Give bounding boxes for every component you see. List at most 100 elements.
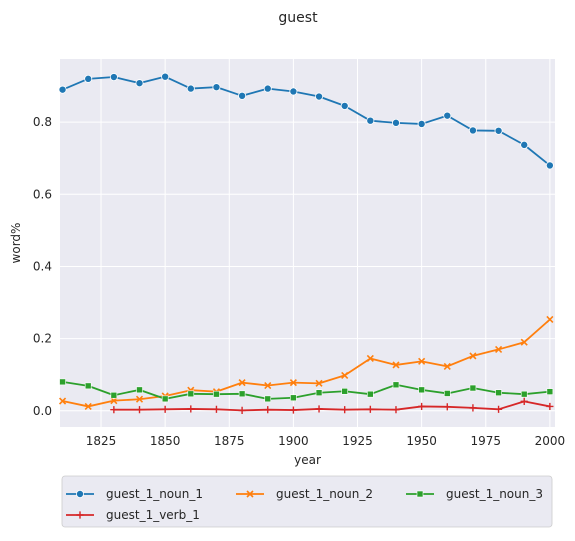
data-point xyxy=(367,390,374,398)
y-tick-label: 0.0 xyxy=(33,404,52,418)
data-point xyxy=(110,406,118,414)
x-tick-label: 1825 xyxy=(86,434,117,448)
data-point xyxy=(213,390,220,398)
y-tick-label: 0.8 xyxy=(33,115,52,129)
data-point xyxy=(59,378,66,386)
data-point xyxy=(392,381,400,389)
data-point xyxy=(469,384,477,392)
legend-marker xyxy=(76,511,84,519)
data-point xyxy=(366,405,374,413)
y-tick-label: 0.2 xyxy=(33,332,52,346)
plot-area xyxy=(60,59,555,427)
data-point xyxy=(392,361,400,369)
legend-label: guest_1_noun_2 xyxy=(276,487,373,501)
data-point xyxy=(238,379,246,387)
series-guest_1_noun_3 xyxy=(59,378,554,403)
y-tick-labels: 0.0 0.2 0.4 0.6 0.8 xyxy=(33,115,52,418)
data-point xyxy=(84,382,92,390)
data-point xyxy=(84,74,93,83)
legend-marker xyxy=(76,489,85,498)
chart-title: guest xyxy=(278,10,318,26)
x-tick-label: 1950 xyxy=(406,434,437,448)
data-point xyxy=(418,357,426,365)
series-line xyxy=(113,400,551,412)
legend-label: guest_1_noun_1 xyxy=(106,487,203,501)
data-point xyxy=(289,379,297,387)
x-axis-label: year xyxy=(294,453,321,467)
data-point xyxy=(494,126,503,135)
data-point xyxy=(391,118,400,127)
legend-marker xyxy=(416,490,424,498)
data-point xyxy=(136,386,143,394)
data-point xyxy=(289,406,297,414)
data-point xyxy=(443,362,451,370)
data-point xyxy=(494,405,503,413)
data-point xyxy=(315,379,323,387)
data-point xyxy=(341,387,348,395)
series-line xyxy=(62,75,551,167)
data-point xyxy=(187,390,195,398)
data-point xyxy=(161,72,170,81)
series-guest_1_verb_1 xyxy=(110,397,554,415)
data-point xyxy=(443,390,451,397)
x-tick-label: 1900 xyxy=(278,434,309,448)
data-point xyxy=(546,315,554,324)
data-point xyxy=(545,161,554,170)
data-point xyxy=(186,84,195,93)
legend-item: guest_1_noun_2 xyxy=(236,487,373,501)
legend-marker xyxy=(246,490,254,498)
x-tick-label: 2000 xyxy=(535,434,566,448)
data-point xyxy=(520,338,528,346)
data-point xyxy=(417,119,426,128)
data-point xyxy=(546,402,554,411)
series-line xyxy=(62,318,551,408)
data-point xyxy=(469,352,477,360)
data-point xyxy=(187,405,195,413)
data-point xyxy=(135,406,144,414)
data-point xyxy=(289,87,298,96)
data-point xyxy=(418,402,426,411)
data-point xyxy=(495,389,502,397)
data-point xyxy=(418,386,425,394)
legend-box xyxy=(61,475,553,528)
data-point xyxy=(110,391,118,399)
x-tick-labels: 1825 1850 1875 1900 1925 1950 1975 2000 xyxy=(86,434,565,448)
data-point xyxy=(135,79,144,88)
data-point xyxy=(110,397,118,405)
legend-label: guest_1_verb_1 xyxy=(106,508,200,522)
data-point xyxy=(340,101,349,110)
x-tick-label: 1850 xyxy=(150,434,181,448)
data-point xyxy=(366,354,374,363)
legend-label: guest_1_noun_3 xyxy=(446,487,543,501)
data-point xyxy=(520,397,528,405)
data-point xyxy=(392,406,400,414)
legend-item: guest_1_noun_3 xyxy=(406,487,543,501)
data-point xyxy=(264,395,272,403)
legend-item: guest_1_verb_1 xyxy=(66,508,200,522)
data-point xyxy=(238,91,247,100)
series-guest_1_noun_1 xyxy=(58,72,554,170)
data-point xyxy=(264,381,272,390)
legend-item: guest_1_noun_1 xyxy=(66,487,203,501)
x-tick-label: 1925 xyxy=(342,434,373,448)
y-tick-label: 0.6 xyxy=(33,187,52,201)
data-point xyxy=(212,405,221,413)
data-point xyxy=(315,405,323,413)
data-point xyxy=(443,111,452,120)
data-point xyxy=(469,404,477,412)
data-point xyxy=(443,403,451,411)
y-axis-label: word% xyxy=(9,223,23,264)
data-point xyxy=(495,345,503,353)
data-point xyxy=(161,405,169,413)
data-point xyxy=(290,394,297,402)
data-point xyxy=(238,390,246,398)
data-point xyxy=(84,402,92,411)
data-point xyxy=(520,140,529,149)
data-point xyxy=(315,389,323,397)
data-point xyxy=(263,84,272,93)
data-point xyxy=(58,397,67,405)
legend: guest_1_noun_1 guest_1_noun_2 guest_1_noun… xyxy=(61,475,553,528)
data-point xyxy=(135,395,144,403)
